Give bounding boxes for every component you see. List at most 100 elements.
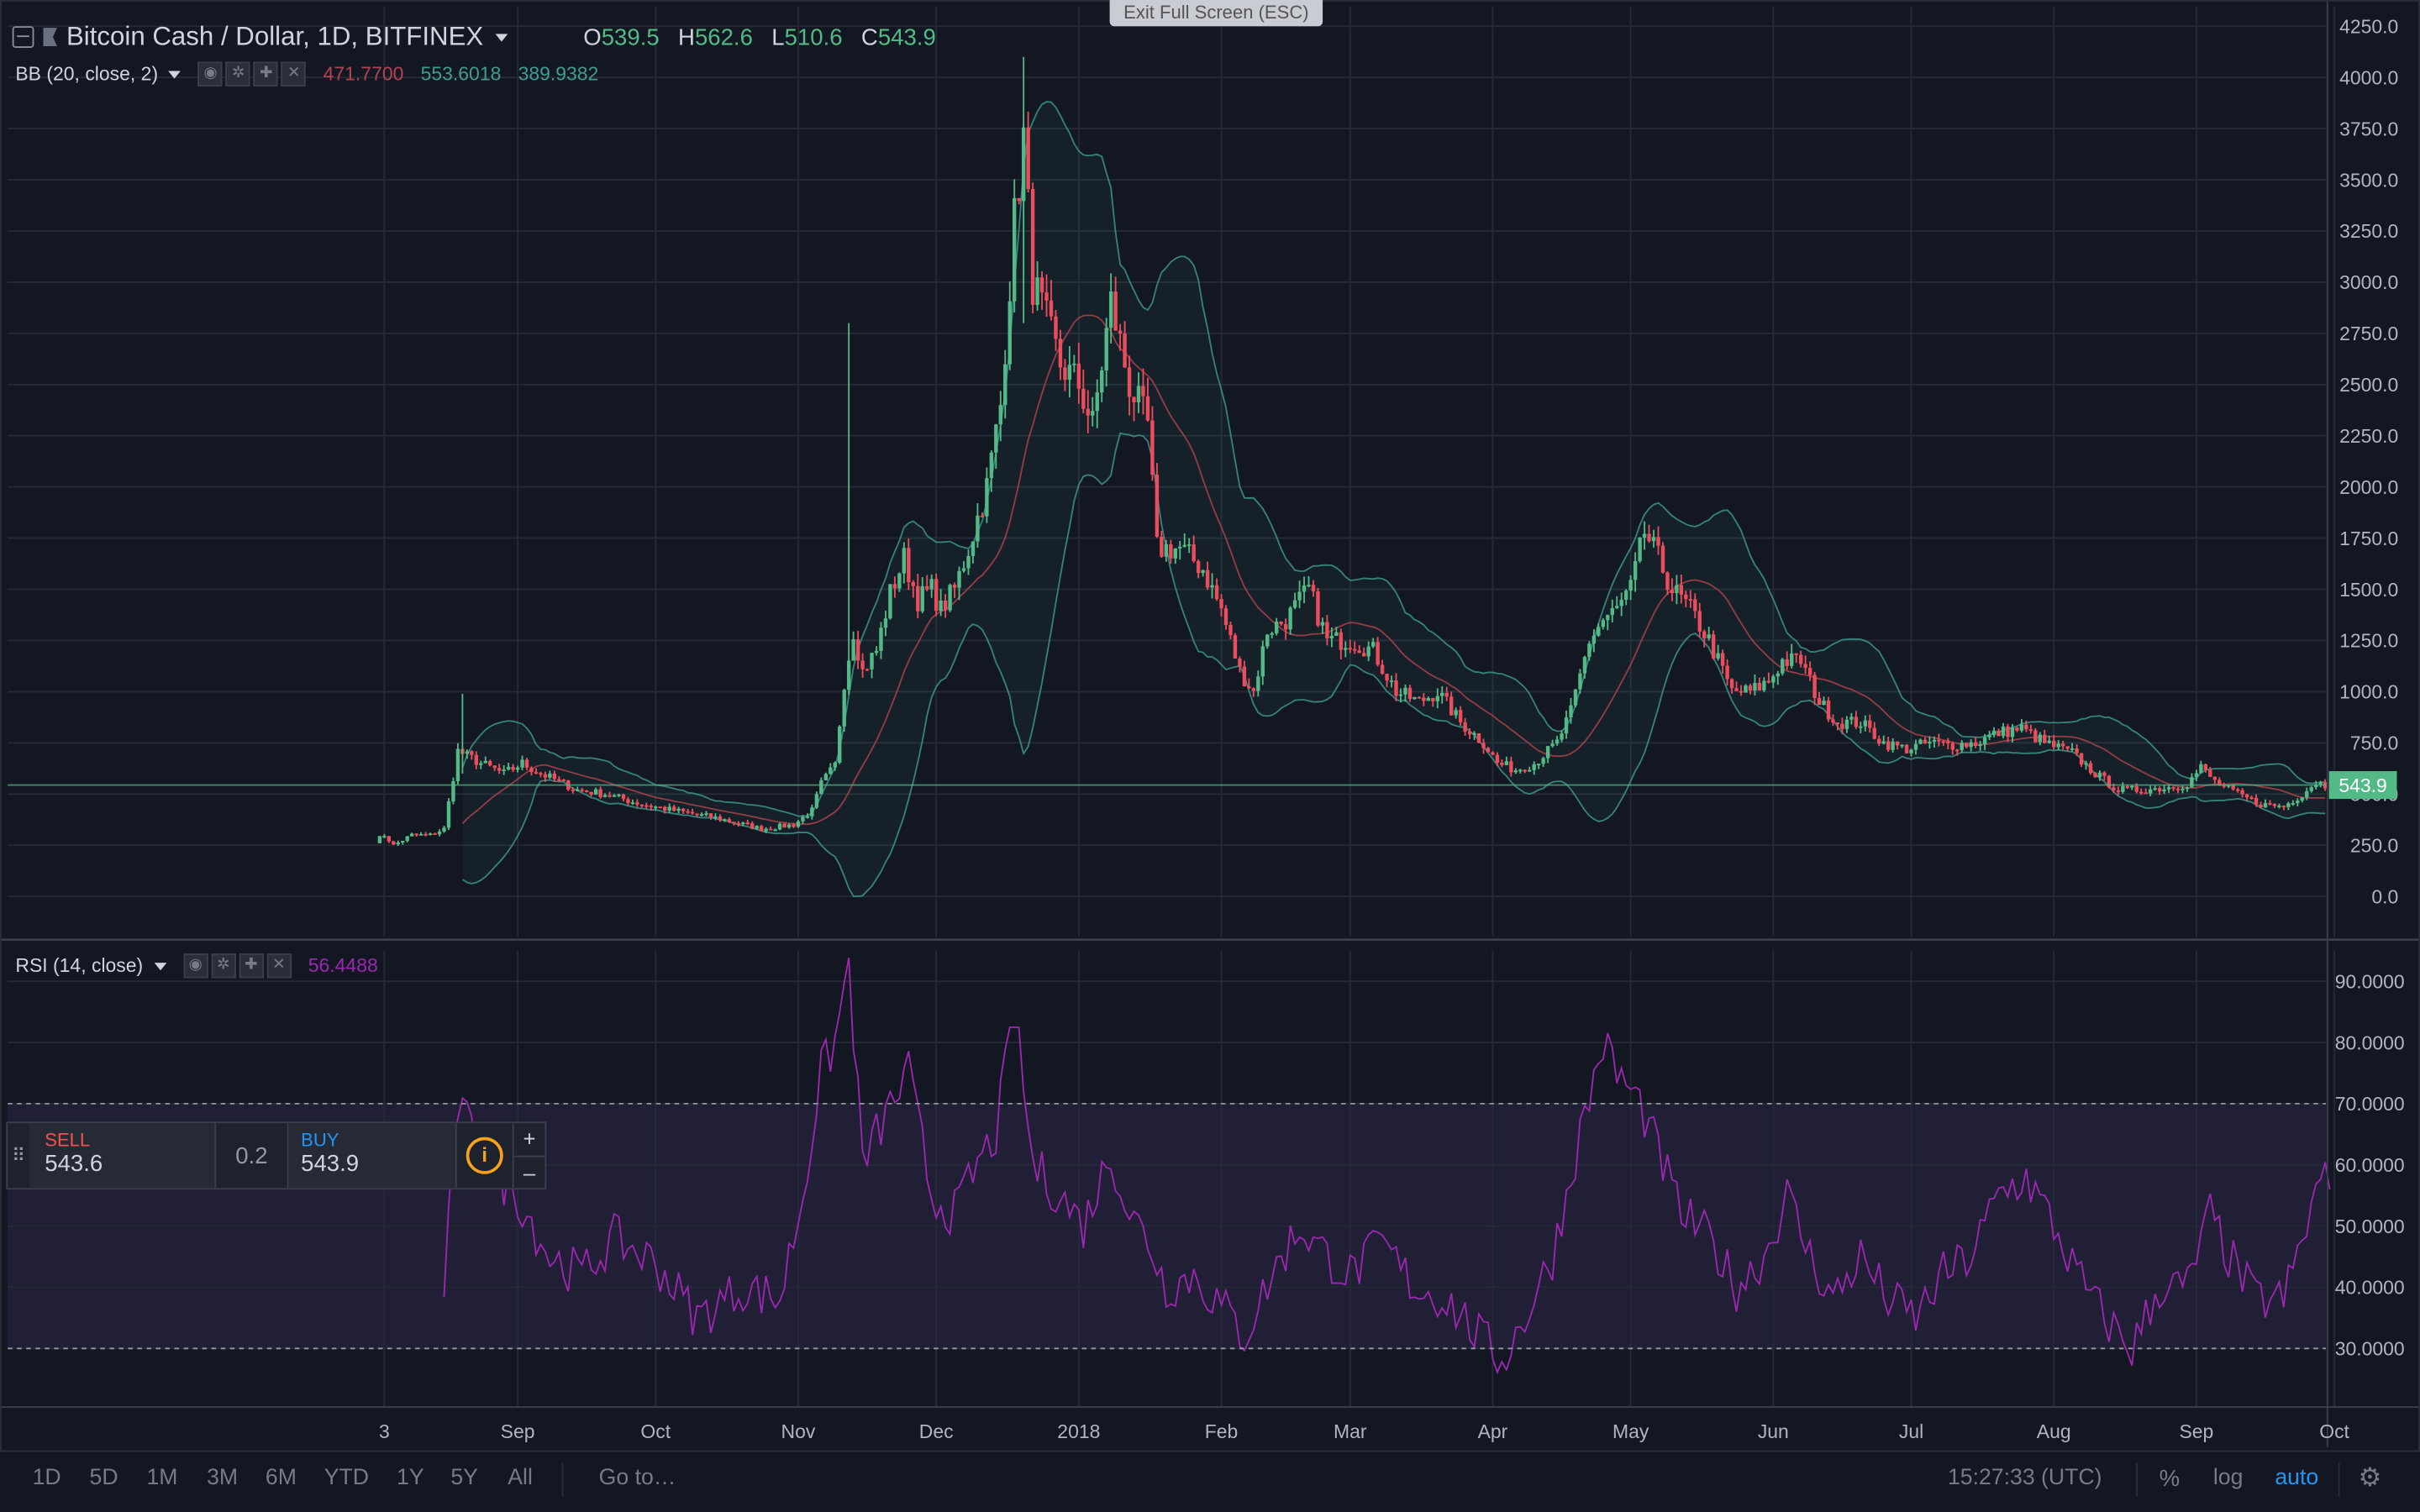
chevron-down-icon[interactable] <box>154 962 166 970</box>
candle <box>1638 537 1642 562</box>
candle <box>2240 790 2244 795</box>
rsi-tick-label: 90.0000 <box>2335 970 2405 992</box>
candle <box>976 515 980 542</box>
candle <box>1426 698 1431 701</box>
info-button[interactable]: i <box>457 1123 514 1189</box>
candle <box>2107 775 2112 788</box>
decrease-button[interactable]: – <box>523 1159 536 1184</box>
rsi-legend[interactable]: RSI (14, close) ◉ ✲ ✚ ✕ 56.4488 <box>15 953 378 979</box>
buy-price: 543.9 <box>301 1151 360 1178</box>
range-1y-button[interactable]: 1Y <box>397 1465 424 1491</box>
range-1d-button[interactable]: 1D <box>32 1465 61 1491</box>
candle <box>2006 726 2010 738</box>
auto-scale-toggle[interactable]: auto <box>2275 1465 2319 1491</box>
candle <box>2171 787 2175 790</box>
candle <box>529 767 534 773</box>
log-scale-toggle[interactable]: log <box>2212 1465 2244 1491</box>
eye-icon[interactable]: ◉ <box>197 61 224 87</box>
rsi-name[interactable]: RSI (14, close) <box>15 954 144 977</box>
exit-fullscreen-button[interactable]: Exit Full Screen (ESC) <box>1109 0 1323 27</box>
candle <box>1173 548 1177 559</box>
time-tick-label: Dec <box>919 1420 954 1442</box>
flag-icon[interactable] <box>43 28 57 47</box>
candle <box>916 585 920 612</box>
candle <box>1518 769 1523 772</box>
close-icon[interactable]: ✕ <box>281 61 307 87</box>
plus-icon[interactable]: ✚ <box>239 953 264 979</box>
candle <box>1339 632 1344 650</box>
candle <box>1108 291 1113 328</box>
candle <box>2125 785 2129 788</box>
gear-icon[interactable]: ✲ <box>225 61 251 87</box>
candle <box>1619 600 1623 606</box>
candle <box>819 780 823 795</box>
candle <box>1422 697 1426 701</box>
candle <box>723 819 727 822</box>
gear-icon[interactable]: ✲ <box>211 953 236 979</box>
candle <box>1812 675 1817 698</box>
candle <box>1398 694 1403 696</box>
symbol-header[interactable]: Bitcoin Cash / Dollar, 1D, BITFINEX <box>12 21 508 53</box>
candles <box>377 56 2328 847</box>
candle <box>1458 710 1463 722</box>
candle <box>1790 653 1794 666</box>
gear-icon[interactable]: ⚙ <box>2358 1462 2382 1493</box>
candle <box>971 541 976 556</box>
range-6m-button[interactable]: 6M <box>265 1465 297 1491</box>
buy-button[interactable]: BUY 543.9 <box>288 1123 457 1189</box>
goto-button[interactable]: Go to… <box>598 1465 676 1491</box>
bb-legend[interactable]: BB (20, close, 2) ◉ ✲ ✚ ✕ 471.7700 553.6018… <box>15 61 598 87</box>
candle <box>768 828 773 831</box>
candle <box>1325 622 1329 638</box>
candle <box>1210 585 1214 588</box>
candle <box>708 813 713 818</box>
candle <box>405 836 409 842</box>
chevron-down-icon[interactable] <box>168 70 182 78</box>
candle <box>1353 648 1357 651</box>
drag-handle-icon[interactable]: ⠿ <box>11 1144 26 1167</box>
candle <box>929 579 934 590</box>
price-tick-label: 2000.0 <box>2339 476 2398 498</box>
range-3m-button[interactable]: 3M <box>207 1465 239 1491</box>
eye-icon[interactable]: ◉ <box>182 953 208 979</box>
range-all-button[interactable]: All <box>508 1465 533 1491</box>
candle <box>2254 797 2259 805</box>
candle <box>732 822 736 824</box>
range-5y-button[interactable]: 5Y <box>450 1465 478 1491</box>
candle <box>584 790 589 792</box>
range-1m-button[interactable]: 1M <box>146 1465 178 1491</box>
candle <box>2079 753 2084 765</box>
candle <box>1228 625 1233 636</box>
symbol-title[interactable]: Bitcoin Cash / Dollar, 1D, BITFINEX <box>66 21 484 51</box>
sell-button[interactable]: SELL 543.6 <box>29 1123 217 1189</box>
candle <box>1063 367 1067 381</box>
clock-utc[interactable]: 15:27:33 (UTC) <box>1947 1465 2102 1491</box>
candle <box>1688 599 1693 601</box>
candle <box>676 808 681 811</box>
candle <box>1946 741 1950 743</box>
percent-scale-toggle[interactable]: % <box>2159 1465 2181 1493</box>
rsi-buttons: ◉ ✲ ✚ ✕ <box>182 953 292 979</box>
range-ytd-button[interactable]: YTD <box>324 1465 369 1491</box>
quantity-stepper[interactable]: + – <box>513 1123 545 1188</box>
candle <box>539 773 543 775</box>
candle <box>2075 748 2079 753</box>
plus-icon[interactable]: ✚ <box>253 61 279 87</box>
candle <box>952 585 957 588</box>
open-value: 539.5 <box>601 24 660 51</box>
collapse-icon[interactable] <box>12 26 34 48</box>
increase-button[interactable]: + <box>513 1123 545 1157</box>
chevron-down-icon[interactable] <box>495 33 508 41</box>
candle <box>842 690 846 727</box>
range-5d-button[interactable]: 5D <box>89 1465 118 1491</box>
bb-name[interactable]: BB (20, close, 2) <box>15 63 159 86</box>
candle <box>796 821 801 827</box>
close-icon[interactable]: ✕ <box>266 953 292 979</box>
candle <box>879 627 883 651</box>
candle <box>534 772 539 774</box>
candle <box>1486 748 1491 753</box>
candle <box>1247 686 1251 689</box>
candle <box>446 801 451 828</box>
candle <box>1385 674 1389 681</box>
